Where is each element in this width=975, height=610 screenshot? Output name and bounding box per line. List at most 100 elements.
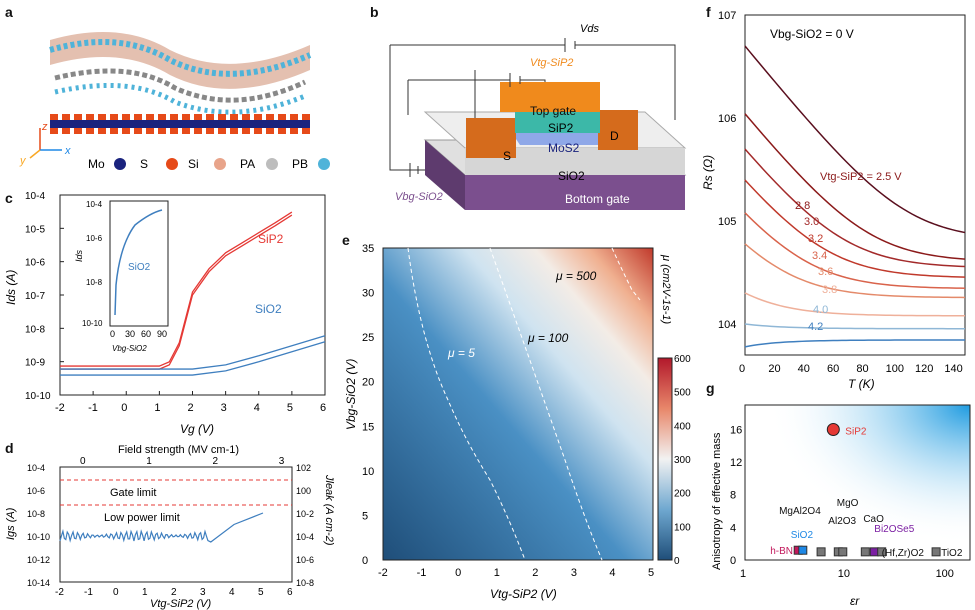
colorbar <box>657 357 673 561</box>
panel-label-a: a <box>5 4 13 20</box>
drain-label: D <box>610 129 619 143</box>
drain-contact <box>598 110 638 150</box>
ytick-4: 20 <box>362 377 374 389</box>
axis-x-label: x <box>64 145 71 157</box>
contour-100 <box>489 247 603 561</box>
label-sio2: SiO2 <box>255 302 282 316</box>
cbtick-2: 200 <box>674 489 691 500</box>
inset-label-sio2: SiO2 <box>128 262 151 273</box>
low-power-limit-label: Low power limit <box>104 512 180 524</box>
panel-d-chart: -2 -1 0 1 2 3 4 5 6 0 1 2 3 10-4 10-6 10-8 10-10 10-12 10-… <box>5 445 335 610</box>
cbtick-6: 600 <box>674 354 691 365</box>
xtick-0: -2 <box>55 587 64 598</box>
ytick-1: 5 <box>362 510 368 522</box>
point-label-2: SiO2 <box>791 530 814 541</box>
top-xtick-0: 0 <box>80 456 86 467</box>
ytick-4: 10-8 <box>25 324 45 335</box>
ytick-0: 10-4 <box>25 191 45 202</box>
xtick-5: 100 <box>886 363 904 375</box>
ytick-1: 10-5 <box>25 224 45 235</box>
source-label: S <box>503 149 511 163</box>
ytick-left-2: 10-8 <box>27 509 45 519</box>
contour-label-100: μ = 100 <box>527 331 569 345</box>
axis-triad: z x y <box>19 121 71 167</box>
plot-frame <box>744 14 966 356</box>
xtick-0: 1 <box>740 568 746 580</box>
inset-chart: SiO2 Vbg-SiO2 Ids 0 30 60 90 10-4 10-6 1… <box>74 200 169 353</box>
xlabel: Vtg-SiP2 (V) <box>490 587 557 601</box>
ytick-right-1: 100 <box>296 486 311 496</box>
panel-label-c: c <box>5 190 13 206</box>
point-label-1: h-BN <box>770 546 793 557</box>
xtick-2: 0 <box>455 567 461 579</box>
ytick-right-5: 10-8 <box>296 578 314 588</box>
cbtick-0: 0 <box>674 556 680 567</box>
xtick-5: 3 <box>200 587 206 598</box>
xtick-8: 6 <box>287 587 293 598</box>
xtick-1: -1 <box>84 587 93 598</box>
ytick-6: 30 <box>362 288 374 300</box>
axis-z-label: z <box>41 121 48 133</box>
panel-label-g: g <box>706 380 715 396</box>
point-label-9: TiO2 <box>941 548 963 559</box>
xtick-3: 1 <box>142 587 148 598</box>
xtick-1: -1 <box>417 567 427 579</box>
rs-curve-2.8 <box>744 113 966 260</box>
point-TiO2 <box>931 547 941 557</box>
ytick-right-2: 10-2 <box>296 509 314 519</box>
ytick-left-1: 10-6 <box>27 486 45 496</box>
point-label-7: Bi2OSe5 <box>874 524 914 535</box>
xtick-1: 10 <box>838 568 850 580</box>
cbtick-5: 500 <box>674 388 691 399</box>
curve-label-5: 3.8 <box>822 284 837 296</box>
curve-label-6: 4.0 <box>813 304 828 316</box>
ytick-7: 35 <box>362 243 374 255</box>
point-SiO2 <box>798 545 808 555</box>
curve-label-3: 3.4 <box>812 250 827 262</box>
mos2-layer-illustration <box>50 114 310 134</box>
inset-ytick-2: 10-8 <box>86 278 103 287</box>
xlabel: Vtg-SiP2 (V) <box>150 598 211 610</box>
source-contact <box>466 118 516 158</box>
xtick-5: 3 <box>221 402 227 414</box>
mos2-label: MoS2 <box>548 141 580 155</box>
point-CaO <box>860 547 870 557</box>
cbtick-4: 400 <box>674 421 691 432</box>
xtick-7: 140 <box>944 363 962 375</box>
curve-label-4: 3.6 <box>818 266 833 278</box>
point-label-5: MgO <box>837 498 859 509</box>
contour-label-5: μ = 5 <box>447 346 475 360</box>
series-0-line-1 <box>60 211 293 367</box>
ylabel-left: Igs (A) <box>5 507 17 540</box>
inset-xlabel: Vbg-SiO2 <box>112 344 147 353</box>
legend-label-1: S <box>140 157 148 171</box>
ytick-left-0: 10-4 <box>27 463 45 473</box>
vbg-label: Vbg-SiO2 <box>395 191 443 203</box>
ytick-2: 8 <box>730 490 736 502</box>
point-MgO <box>838 547 848 557</box>
point-Bi2OSe5 <box>869 547 879 557</box>
inset-xtick-0: 0 <box>110 329 115 339</box>
panel-g-chart: 0 4 8 12 16 1 10 100 SiP2 h-BN SiO2 MgAl2O4 Al2O3 Mg… <box>711 404 971 608</box>
xlabel: Vg (V) <box>180 422 214 436</box>
point-label-0: SiP2 <box>845 426 867 437</box>
rs-curve-2.5 <box>744 45 966 234</box>
ytick-1: 4 <box>730 522 736 534</box>
panel-label-e: e <box>342 232 350 248</box>
ytick-1: 106 <box>718 113 736 125</box>
ylabel: Ids (A) <box>4 270 18 305</box>
header: Vbg-SiO2 = 0 V <box>770 27 854 41</box>
bottom-gate-slab <box>465 175 685 210</box>
legend-label-0: Mo <box>88 157 105 171</box>
ytick-2: 10-6 <box>25 258 45 269</box>
xtick-2: 40 <box>798 363 810 375</box>
colorbar-label: μ (cm2V-1s-1) <box>660 254 672 325</box>
xtick-7: 5 <box>258 587 264 598</box>
legend-label-4: PB <box>292 157 308 171</box>
top-xlabel: Field strength (MV cm-1) <box>118 445 239 456</box>
gate-limit-label: Gate limit <box>110 487 156 499</box>
sip2-label: SiP2 <box>548 121 574 135</box>
ylabel: Vbg-SiO2 (V) <box>344 359 358 430</box>
xtick-4: 2 <box>171 587 177 598</box>
contour-5 <box>407 247 526 561</box>
